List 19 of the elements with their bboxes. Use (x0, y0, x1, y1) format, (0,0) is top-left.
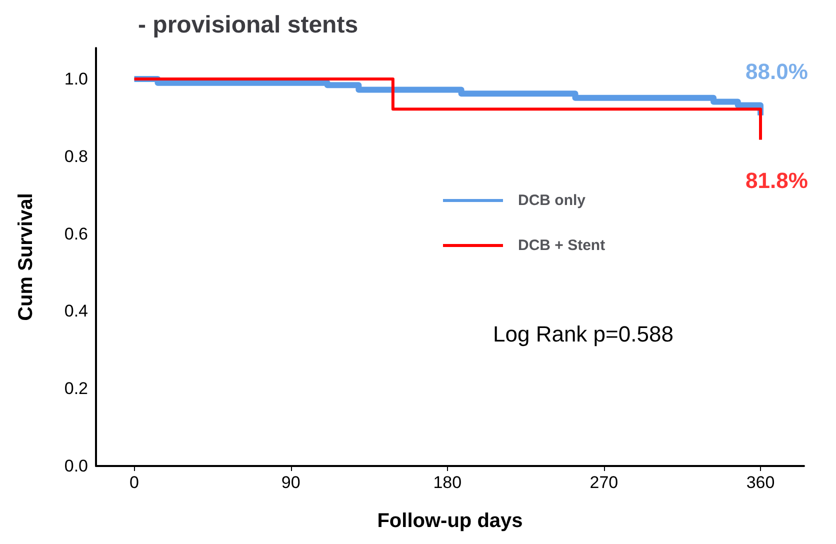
legend-label: DCB + Stent (518, 237, 606, 254)
y-tick-label: 0.8 (64, 146, 88, 166)
y-tick-label: 1.0 (64, 69, 88, 88)
y-tick-label: 0.2 (64, 379, 88, 398)
annotation: 81.8% (746, 168, 808, 194)
x-tick-label: 90 (281, 473, 300, 492)
chart-title: - provisional stents (138, 12, 358, 38)
y-tick-label: 0.0 (64, 456, 88, 476)
x-tick-label: 0 (130, 473, 140, 492)
annotation: Log Rank p=0.588 (493, 322, 674, 346)
x-tick-label: 360 (746, 473, 775, 492)
y-tick-label: 0.6 (64, 224, 88, 244)
x-tick-label: 270 (590, 473, 618, 492)
x-tick-label: 180 (433, 473, 462, 492)
x-axis-title: Follow-up days (377, 510, 523, 532)
annotation: 88.0% (746, 58, 808, 84)
y-tick-label: 0.4 (64, 302, 88, 321)
legend-label: DCB only (518, 192, 586, 209)
y-axis-title: Cum Survival (15, 193, 37, 321)
